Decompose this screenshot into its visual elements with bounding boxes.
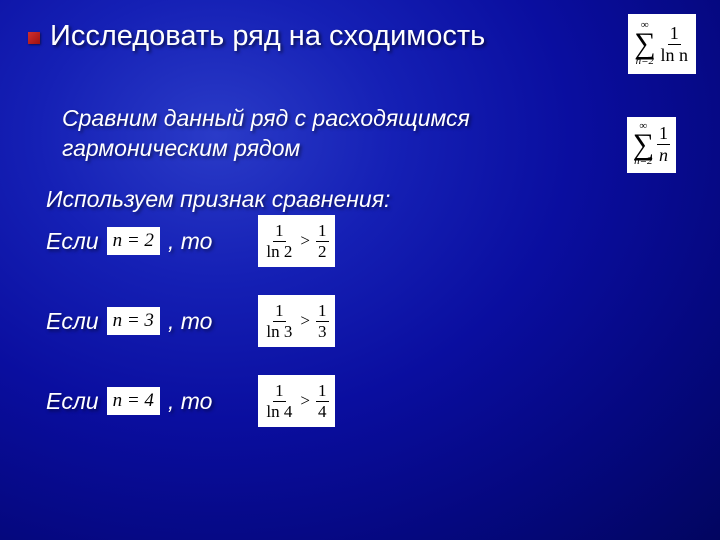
sum-frac-num: 1 (657, 124, 670, 145)
sum-frac-num: 1 (668, 24, 681, 45)
sum-frac-den: ln n (658, 45, 690, 65)
series-formula-main: ∞ ∑ n=2 1 ln n (628, 14, 696, 74)
rhs-den: 3 (316, 322, 329, 341)
sum-lower: n=2 (636, 57, 654, 67)
if-label: Если (46, 388, 99, 415)
rhs-num: 1 (316, 302, 329, 322)
method-text: Используем признак сравнения: (46, 185, 692, 215)
case-row: Если n = 3 , то 1 ln 3 > 1 3 (46, 295, 692, 347)
lhs-num: 1 (273, 382, 286, 402)
rhs-den: 2 (316, 242, 329, 261)
title-row: Исследовать ряд на сходимость (28, 18, 692, 56)
then-label: , то (168, 308, 212, 335)
slide-title: Исследовать ряд на сходимость (50, 18, 485, 56)
sum-lower: n=2 (634, 157, 652, 167)
sum-frac-den: n (657, 145, 670, 165)
gt-icon: > (298, 391, 312, 411)
lhs-den: ln 3 (264, 322, 294, 341)
sigma-icon: ∑ (634, 31, 655, 57)
if-label: Если (46, 228, 99, 255)
compare-line2: гармоническим рядом (62, 134, 692, 164)
gt-icon: > (298, 311, 312, 331)
case-row: Если n = 2 , то 1 ln 2 > 1 2 (46, 215, 692, 267)
compare-line1: Сравним данный ряд с расходящимся (62, 104, 692, 134)
n-equals-formula: n = 3 (107, 307, 160, 335)
lhs-num: 1 (273, 302, 286, 322)
n-eq-text: n = 2 (113, 230, 154, 252)
n-eq-text: n = 4 (113, 390, 154, 412)
then-label: , то (168, 388, 212, 415)
series-formula-harmonic: ∞ ∑ n=2 1 n (627, 116, 676, 173)
rhs-num: 1 (316, 222, 329, 242)
rhs-num: 1 (316, 382, 329, 402)
inequality-formula: 1 ln 4 > 1 4 (258, 375, 334, 427)
compare-section: Сравним данный ряд с расходящимся гармон… (62, 104, 692, 164)
then-label: , то (168, 228, 212, 255)
n-equals-formula: n = 2 (107, 227, 160, 255)
lhs-den: ln 2 (264, 242, 294, 261)
lhs-num: 1 (273, 222, 286, 242)
inequality-formula: 1 ln 2 > 1 2 (258, 215, 334, 267)
case-row: Если n = 4 , то 1 ln 4 > 1 4 (46, 375, 692, 427)
sigma-icon: ∑ (633, 132, 654, 158)
gt-icon: > (298, 231, 312, 251)
if-label: Если (46, 308, 99, 335)
lhs-den: ln 4 (264, 402, 294, 421)
bullet-icon (28, 32, 40, 44)
n-equals-formula: n = 4 (107, 387, 160, 415)
inequality-formula: 1 ln 3 > 1 3 (258, 295, 334, 347)
method-section: Используем признак сравнения: Если n = 2… (46, 185, 692, 427)
rhs-den: 4 (316, 402, 329, 421)
n-eq-text: n = 3 (113, 310, 154, 332)
slide-content: Исследовать ряд на сходимость Сравним да… (0, 0, 720, 449)
